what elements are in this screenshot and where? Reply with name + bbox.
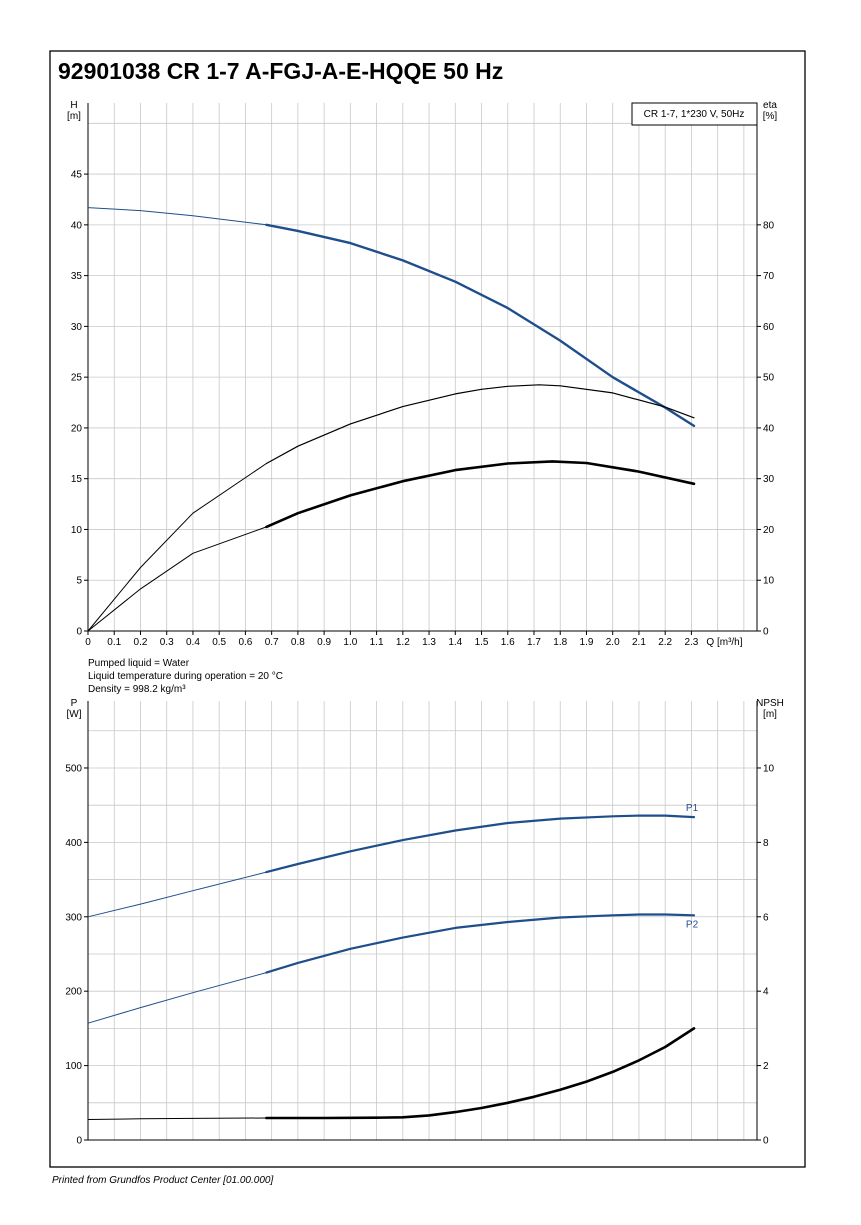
- right-axis-tick-label: 6: [763, 912, 769, 923]
- footer-text: Printed from Grundfos Product Center [01…: [52, 1175, 273, 1186]
- x-axis-tick-label: 0.3: [160, 637, 174, 648]
- note-temperature: Liquid temperature during operation = 20…: [88, 671, 283, 682]
- series-line-duty: [265, 384, 695, 465]
- series-line-thin: [87, 972, 267, 1024]
- right-axis-tick-label: 80: [763, 220, 775, 231]
- right-axis-tick-label: 40: [763, 423, 775, 434]
- left-axis-tick-label: 500: [65, 763, 82, 774]
- right-axis-label: eta: [763, 100, 777, 111]
- legend-box-label: CR 1-7, 1*230 V, 50Hz: [644, 109, 745, 120]
- x-axis-tick-label: 2.0: [606, 637, 620, 648]
- x-axis-tick-label: 0.2: [134, 637, 148, 648]
- x-axis-tick-label: 0.7: [265, 637, 279, 648]
- right-axis-tick-label: 0: [763, 627, 769, 638]
- note-density: Density = 998.2 kg/m³: [88, 684, 186, 695]
- left-axis-tick-label: 40: [71, 220, 83, 231]
- x-axis-tick-label: 0.6: [238, 637, 252, 648]
- left-axis-tick-label: 100: [65, 1061, 82, 1072]
- x-axis-tick-label: 1.5: [475, 637, 489, 648]
- series-line-thin: [87, 207, 267, 226]
- series-line-duty: [265, 223, 696, 428]
- right-axis-tick-label: 4: [763, 987, 769, 998]
- series-label: P1: [686, 803, 699, 814]
- right-axis-tick-label: 8: [763, 838, 769, 849]
- right-axis-tick-label: 30: [763, 474, 775, 485]
- x-axis-tick-label: 2.3: [684, 637, 698, 648]
- series-line-thin: [87, 1117, 267, 1120]
- left-axis-tick-label: 15: [71, 474, 83, 485]
- left-axis-tick-label: 25: [71, 373, 83, 384]
- x-axis-tick-label: 2.1: [632, 637, 646, 648]
- right-axis-tick-label: 10: [763, 763, 775, 774]
- left-axis-tick-label: 20: [71, 423, 83, 434]
- right-axis-tick-label: 50: [763, 373, 775, 384]
- right-axis-tick-label: 2: [763, 1061, 769, 1072]
- left-axis-tick-label: 30: [71, 322, 83, 333]
- series-line-thin: [87, 526, 267, 632]
- left-axis-tick-label: 5: [76, 576, 82, 587]
- x-axis-tick-label: 1.2: [396, 637, 410, 648]
- power-npsh-chart: 0 100 200 300 400 500 0 2 4 6 8 10 P[W] NPSH[m] P1 P2: [65, 698, 784, 1147]
- left-axis-label: P: [71, 698, 78, 709]
- series-line-duty: [265, 460, 696, 529]
- x-axis-tick-label: 1.1: [370, 637, 384, 648]
- x-axis-tick-label: 1.8: [553, 637, 567, 648]
- liquid-notes: Pumped liquid = Water Liquid temperature…: [88, 658, 283, 695]
- legend-box: [631, 102, 758, 126]
- x-axis-tick-label: 2.2: [658, 637, 672, 648]
- x-axis-tick-label: 0.4: [186, 637, 200, 648]
- performance-chart: 0 5 10 15 20 25 30 35 40 45 0 10 20 30 40 50 60 70 80 H[m] e…: [67, 100, 777, 648]
- right-axis-unit: [%]: [763, 111, 778, 122]
- left-axis-tick-label: 400: [65, 838, 82, 849]
- x-axis-tick-label: 0.5: [212, 637, 226, 648]
- x-axis-tick-label: 0.1: [107, 637, 121, 648]
- left-axis-tick-label: 300: [65, 912, 82, 923]
- page-title: 92901038 CR 1-7 A-FGJ-A-E-HQQE 50 Hz: [58, 58, 503, 84]
- left-axis-unit: [W]: [67, 709, 82, 720]
- right-axis-tick-label: 60: [763, 322, 775, 333]
- right-axis-unit: [m]: [763, 709, 777, 720]
- x-axis-tick-label: 0.9: [317, 637, 331, 648]
- outer-frame: [49, 50, 806, 1168]
- series-line-thin: [87, 463, 267, 632]
- left-axis-tick-label: 35: [71, 271, 83, 282]
- series-line-duty: [265, 814, 696, 874]
- x-axis-tick-label: 0: [85, 637, 91, 648]
- series-line-duty: [265, 913, 696, 974]
- series-line-thin: [87, 871, 267, 918]
- x-axis-tick-label: 1.6: [501, 637, 515, 648]
- right-axis-label: NPSH: [756, 698, 784, 709]
- x-axis-tick-label: 1.4: [448, 637, 462, 648]
- right-axis-tick-label: 70: [763, 271, 775, 282]
- x-axis-tick-label: 1.0: [343, 637, 357, 648]
- x-axis-tick-label: 1.7: [527, 637, 541, 648]
- left-axis-tick-label: 45: [71, 170, 83, 181]
- left-axis-tick-label: 0: [76, 627, 82, 638]
- left-axis-label: H: [70, 100, 77, 111]
- right-axis-tick-label: 20: [763, 525, 775, 536]
- left-axis-tick-label: 10: [71, 525, 83, 536]
- right-axis-tick-label: 0: [763, 1136, 769, 1147]
- left-axis-tick-label: 200: [65, 987, 82, 998]
- right-axis-tick-label: 10: [763, 576, 775, 587]
- left-axis-tick-label: 0: [76, 1136, 82, 1147]
- note-liquid: Pumped liquid = Water: [88, 658, 190, 669]
- x-axis-tick-label: 1.9: [580, 637, 594, 648]
- x-axis-tick-label: 0.8: [291, 637, 305, 648]
- x-axis-tick-label: 1.3: [422, 637, 436, 648]
- series-label: P2: [686, 919, 699, 930]
- series-line-duty: [265, 1027, 696, 1120]
- left-axis-unit: [m]: [67, 111, 81, 122]
- x-axis-label: Q [m³/h]: [706, 637, 742, 648]
